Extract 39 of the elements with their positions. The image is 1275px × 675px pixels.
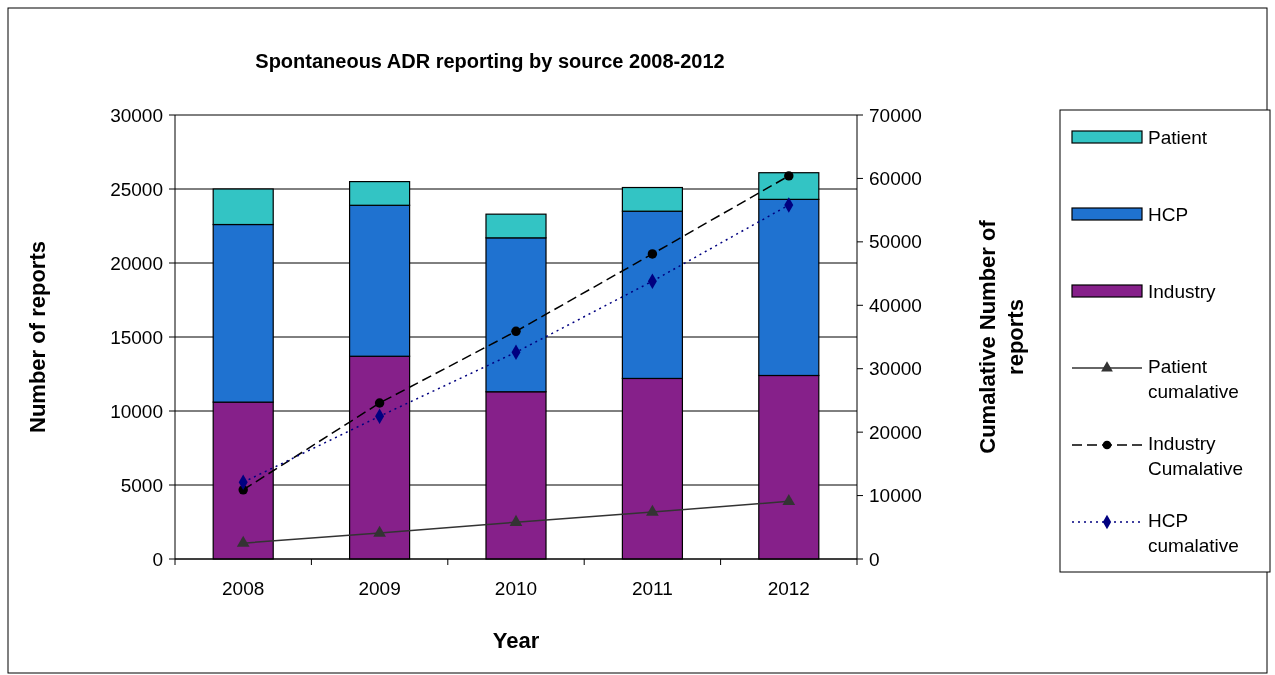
legend-label: Industry xyxy=(1148,280,1217,302)
point xyxy=(373,525,386,537)
y2-tick-label: 40000 xyxy=(869,294,922,316)
legend-label: Patient xyxy=(1148,126,1208,148)
x-axis-title: Year xyxy=(492,628,540,653)
point xyxy=(511,326,521,336)
y-tick-label: 5000 xyxy=(120,474,163,496)
y2-tick-label: 10000 xyxy=(869,485,922,507)
y-tick-label: 20000 xyxy=(110,252,163,274)
legend-label: HCP xyxy=(1148,203,1189,225)
x-tick-label: 2012 xyxy=(767,578,810,599)
y2-axis-title: Cumalative Number of reports xyxy=(975,219,1028,454)
y-tick-label: 25000 xyxy=(110,178,163,200)
y2-tick-label: 50000 xyxy=(869,231,922,253)
point xyxy=(509,514,523,526)
point xyxy=(646,504,659,516)
chart-title: Spontaneous ADR reporting by source 2008-2012 xyxy=(255,50,725,72)
legend-label: HCP cumalative xyxy=(1148,509,1239,556)
y2-tick-label: 30000 xyxy=(869,358,922,380)
y2-tick-label: 70000 xyxy=(869,104,922,126)
y2-tick-label: 20000 xyxy=(869,421,922,443)
y-axis-title: Number of reports xyxy=(25,241,50,433)
x-tick-label: 2010 xyxy=(494,578,538,599)
point xyxy=(784,171,794,181)
y-tick-label: 15000 xyxy=(110,326,163,348)
x-tick-label: 2011 xyxy=(631,578,673,599)
x-tick-label: 2009 xyxy=(358,578,401,599)
point xyxy=(782,493,796,505)
y-tick-label: 0 xyxy=(152,548,163,570)
point xyxy=(374,398,385,408)
legend-label: Patient cumalative xyxy=(1148,355,1239,402)
y2-tick-label: 60000 xyxy=(869,167,922,189)
point xyxy=(647,249,658,259)
x-tick-label: 2008 xyxy=(222,578,265,599)
legend-label: Industry Cumalative xyxy=(1148,432,1244,479)
y-tick-label: 10000 xyxy=(110,400,163,422)
y-tick-label: 30000 xyxy=(110,104,163,126)
point xyxy=(236,535,250,547)
y2-tick-label: 0 xyxy=(869,548,880,570)
